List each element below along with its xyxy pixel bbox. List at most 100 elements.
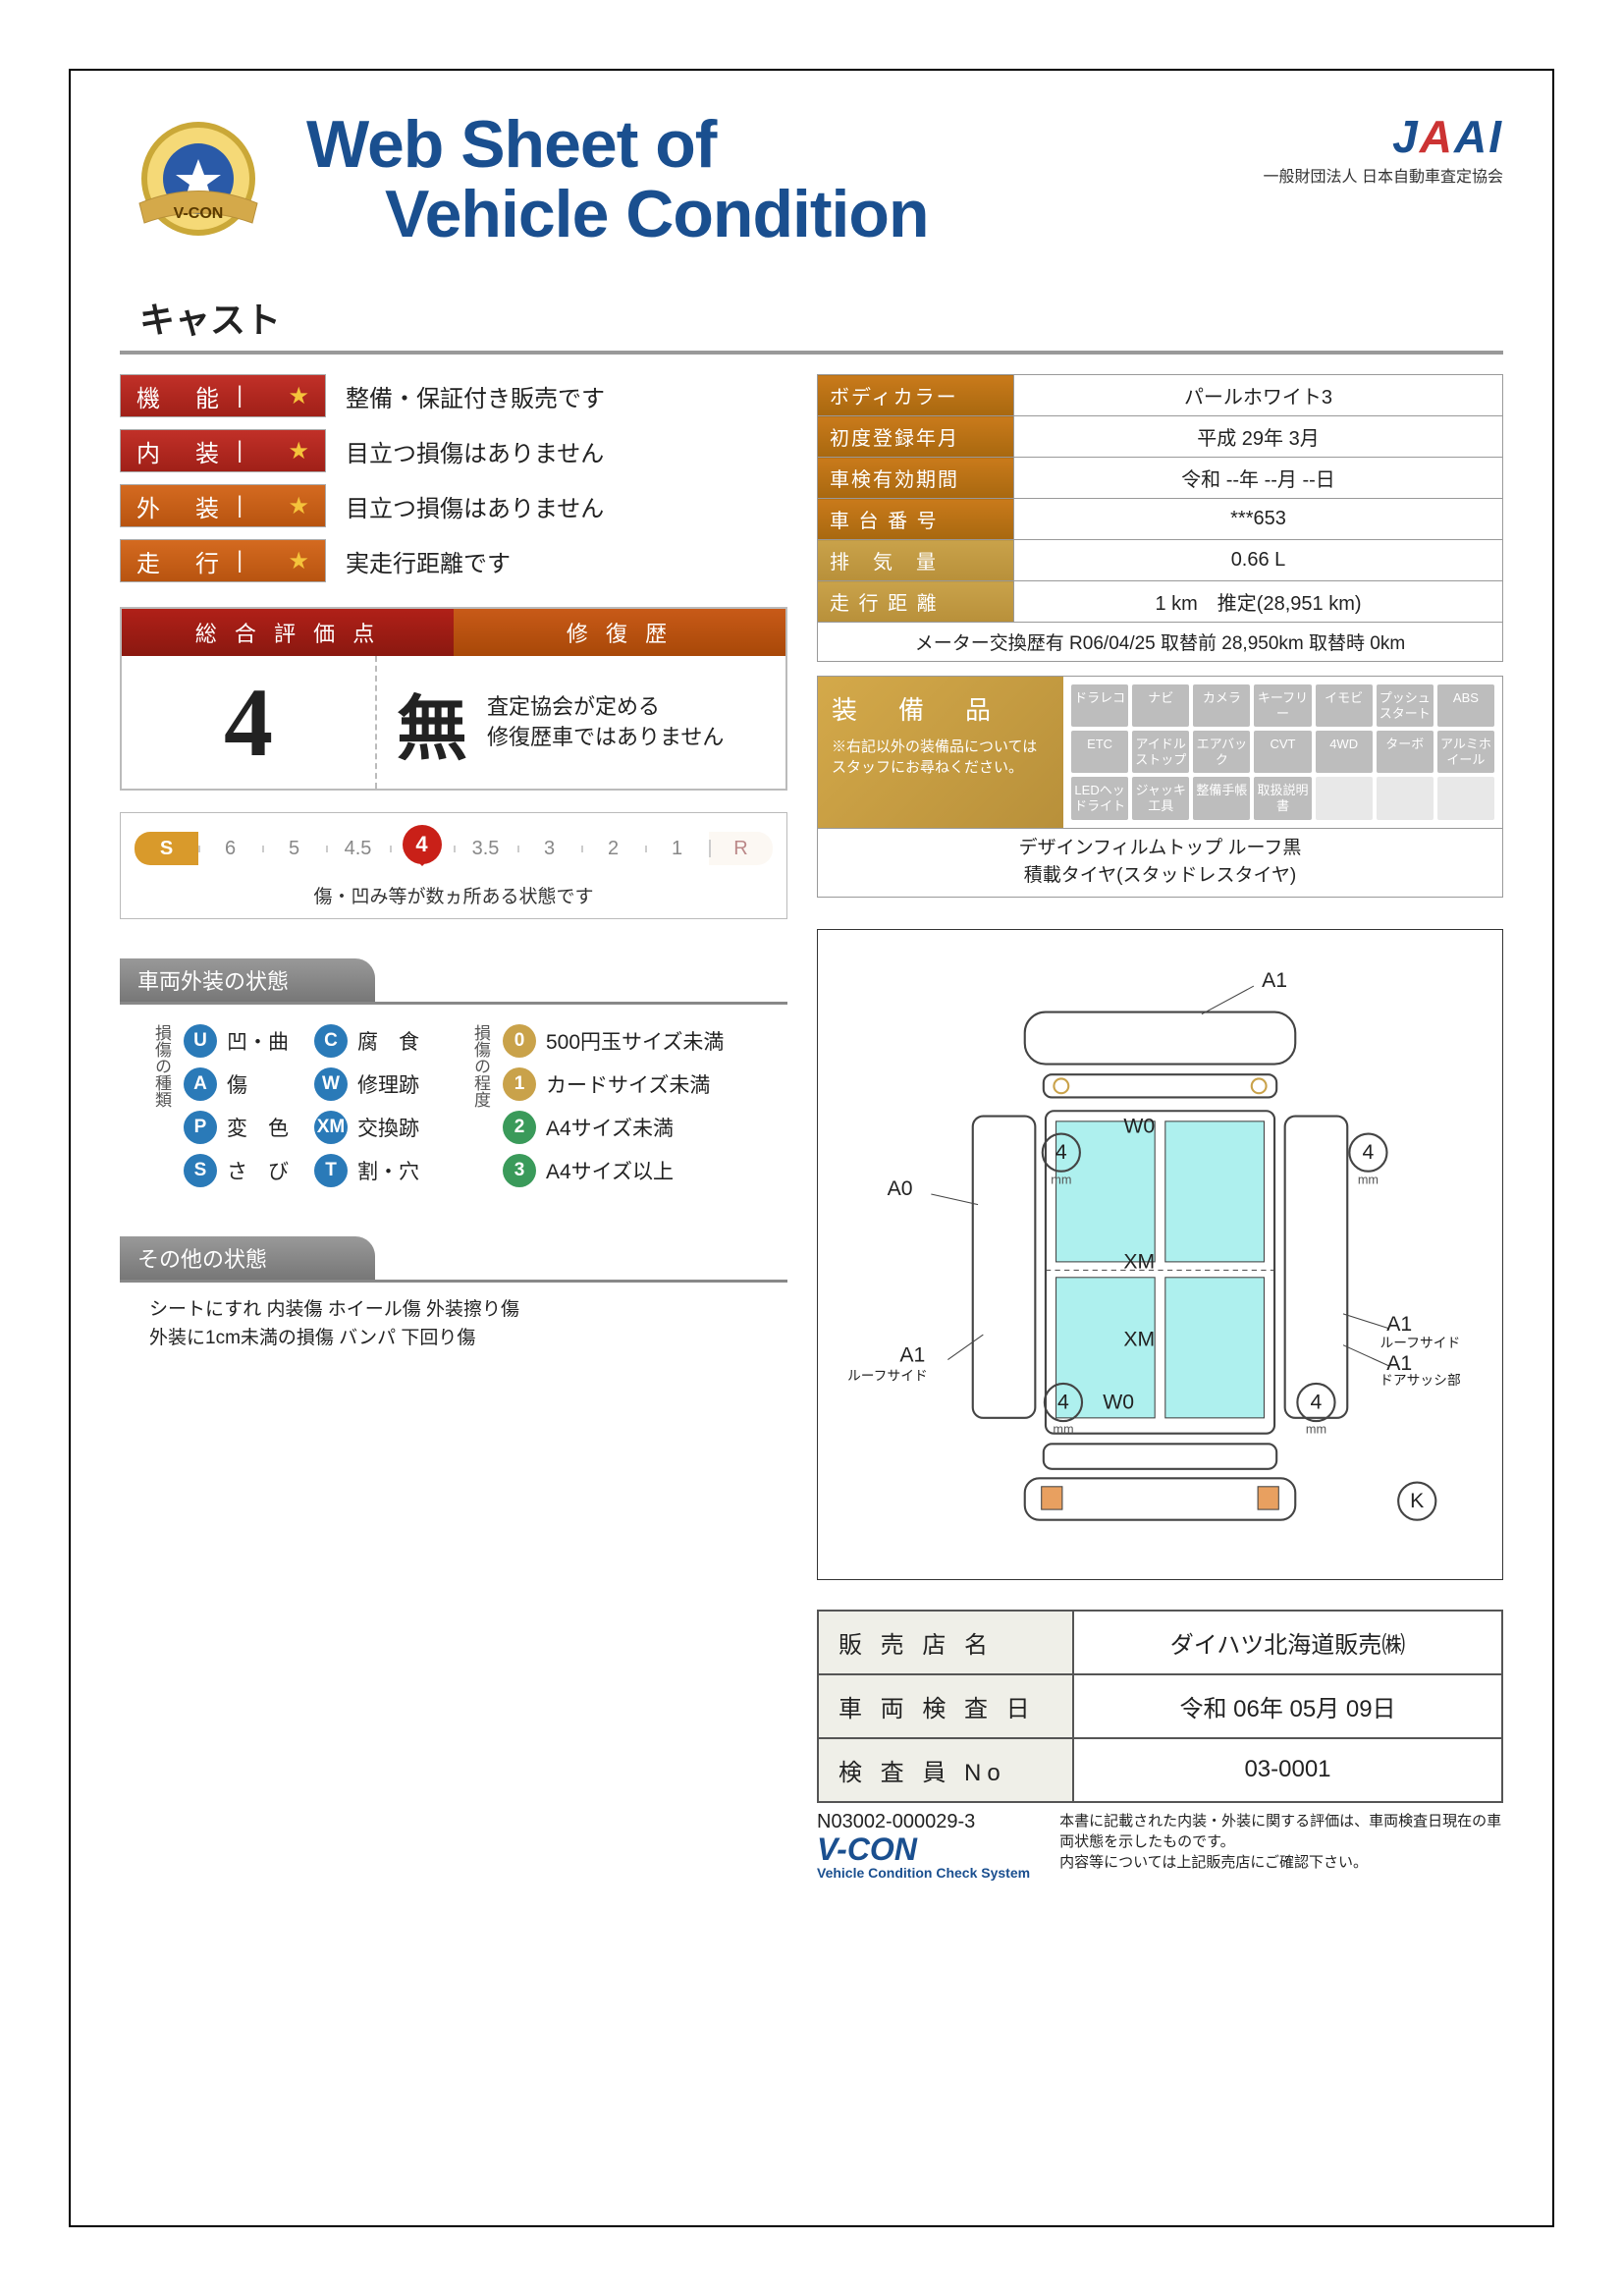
dealer-table: 販 売 店 名ダイハツ北海道販売㈱車 両 検 査 日令和 06年 05月 09日… [817,1610,1503,1803]
eval-head-left: 総 合 評 価 点 [122,609,454,656]
scale-step: 4.5 [326,838,390,860]
legend-item: W修理跡 [314,1067,419,1101]
section-other: その他の状態 [120,1236,375,1280]
legend-item: Sさ び [184,1154,289,1187]
spec-value: 令和 --年 --月 --日 [1014,458,1503,499]
legend-badge: P [184,1111,217,1144]
vcon-foot-logo: V-CON [817,1833,1030,1865]
equipment-chip [1316,777,1373,819]
repair-history-mark: 無 [397,671,467,774]
star-icon: ★ [288,547,309,575]
legend-item: T割・穴 [314,1154,419,1187]
star-label: 内 装|★ [120,429,326,472]
vehicle-diagram: A1A04mmW04mmXMXMA1ルーフサイドA1ルーフサイドA1ドアサッシ部… [817,929,1503,1580]
legend-badge: T [314,1154,348,1187]
star-desc: 目立つ損傷はありません [346,434,604,468]
scale-step: 1 [645,838,709,860]
scale-pin: 4 [403,825,442,864]
svg-text:mm: mm [1358,1172,1379,1186]
star-ratings: 機 能|★整備・保証付き販売です内 装|★ 目立つ損傷はありません外 装|★ 目立つ… [120,374,787,582]
svg-text:mm: mm [1053,1422,1073,1437]
jaai-sub: 一般財団法人 日本自動車査定協会 [1264,163,1503,187]
diagram-annotation: 4mm [1297,1384,1334,1437]
spec-head: 初度登録年月 [818,416,1014,458]
legend-item: U凹・曲 [184,1024,289,1058]
svg-text:A1: A1 [1386,1352,1412,1375]
svg-text:W0: W0 [1123,1116,1155,1138]
equipment-chip: LEDヘッドライト [1071,777,1128,819]
equipment-chip: プッシュスタート [1377,684,1434,727]
equipment-extra: デザインフィルムトップ ルーフ黒 積載タイヤ(スタッドレスタイヤ) [817,829,1503,898]
vcon-badge-icon: V-CON [120,110,277,267]
legend-badge: 1 [503,1067,536,1101]
svg-text:A1: A1 [899,1344,925,1367]
spec-value: 0.66 L [1014,540,1503,581]
header: V-CON Web Sheet of Vehicle Condition JAA… [120,110,1503,267]
diagram-annotation: A1 [1386,1313,1412,1336]
scale-step: 5 [262,838,326,860]
legend-item: P変 色 [184,1111,289,1144]
dealer-value: ダイハツ北海道販売㈱ [1073,1611,1502,1674]
svg-text:V-CON: V-CON [174,205,224,222]
legend-badge: C [314,1024,348,1058]
equipment-chip: アイドルストップ [1132,731,1189,773]
diagram-annotation: ルーフサイド [847,1369,928,1384]
star-label: 外 装|★ [120,484,326,527]
equipment-chip: CVT [1254,731,1311,773]
title-line2: Vehicle Condition [306,180,1234,249]
star-label: 走 行|★ [120,539,326,582]
legend-item: 2A4サイズ未満 [503,1111,724,1144]
spec-value: パールホワイト3 [1014,375,1503,416]
other-notes: シートにすれ 内装傷 ホイール傷 外装擦り傷外装に1cm未満の損傷 バンパ 下回… [120,1283,787,1366]
svg-text:4: 4 [1057,1391,1069,1413]
equipment-chip: ジャッキ工具 [1132,777,1189,819]
disclaimer: 本書に記載された内装・外装に関する評価は、車両検査日現在の車両状態を示したもので… [1059,1811,1503,1873]
diagram-annotation: A1 [1386,1352,1412,1375]
star-row: 機 能|★整備・保証付き販売です [120,374,787,417]
scale-step: 3 [517,838,581,860]
spec-head: 排 気 量 [818,540,1014,581]
equipment-chip: イモビ [1316,684,1373,727]
equipment-chip: アルミホイール [1437,731,1494,773]
star-icon: ★ [288,492,309,520]
spec-head: 走 行 距 離 [818,581,1014,623]
legend-badge: S [184,1154,217,1187]
title-line1: Web Sheet of [306,110,1234,180]
spec-table: ボディカラーパールホワイト3初度登録年月平成 29年 3月車検有効期間令和 --… [817,374,1503,623]
svg-text:A1: A1 [1262,969,1287,992]
scale-step: S [135,832,198,865]
legend-badge: U [184,1024,217,1058]
equipment-chip: 整備手帳 [1193,777,1250,819]
diagram-annotation: A1 [1262,969,1287,992]
diagram-annotation: 4mm [1349,1134,1386,1187]
scale-step: 2 [581,838,645,860]
dealer-head: 検 査 員 No [818,1738,1073,1802]
eval-head-right: 修 復 歴 [454,609,785,656]
diagram-annotation: A0 [888,1177,913,1200]
diagram-annotation: W0 [1123,1116,1155,1138]
diagram-annotation: XM [1123,1250,1155,1273]
svg-text:mm: mm [1051,1172,1071,1186]
scale-step: R [709,832,773,865]
legend: 損傷の種類 U凹・曲C腐 食A傷W修理跡P変 色XM交換跡Sさ びT割・穴 損傷… [120,1005,787,1207]
legend-badge: 2 [503,1111,536,1144]
equipment-chip: ETC [1071,731,1128,773]
title: Web Sheet of Vehicle Condition [306,110,1234,250]
legend-badge: 0 [503,1024,536,1058]
equipment-chip: 4WD [1316,731,1373,773]
legend-item: 1カードサイズ未満 [503,1067,724,1101]
rating-scale: S654.543.5321R4 傷・凹み等が数ヵ所ある状態です [120,812,787,919]
star-desc: 目立つ損傷はありません [346,489,604,523]
star-icon: ★ [288,437,309,465]
scale-note: 傷・凹み等が数ヵ所ある状態です [135,882,773,908]
svg-text:W0: W0 [1103,1391,1134,1413]
spec-value: 1 km 推定(28,951 km) [1014,581,1503,623]
equipment-chip [1437,777,1494,819]
jaai-block: JAAI 一般財団法人 日本自動車査定協会 [1264,110,1503,187]
legend-kind-head: 損傷の種類 [149,1024,174,1187]
equipment-chip: カメラ [1193,684,1250,727]
legend-item: XM交換跡 [314,1111,419,1144]
diagram-annotation: ドアサッシ部 [1380,1373,1461,1388]
equipment-chip: ABS [1437,684,1494,727]
vehicle-name: キャスト [139,292,1503,343]
